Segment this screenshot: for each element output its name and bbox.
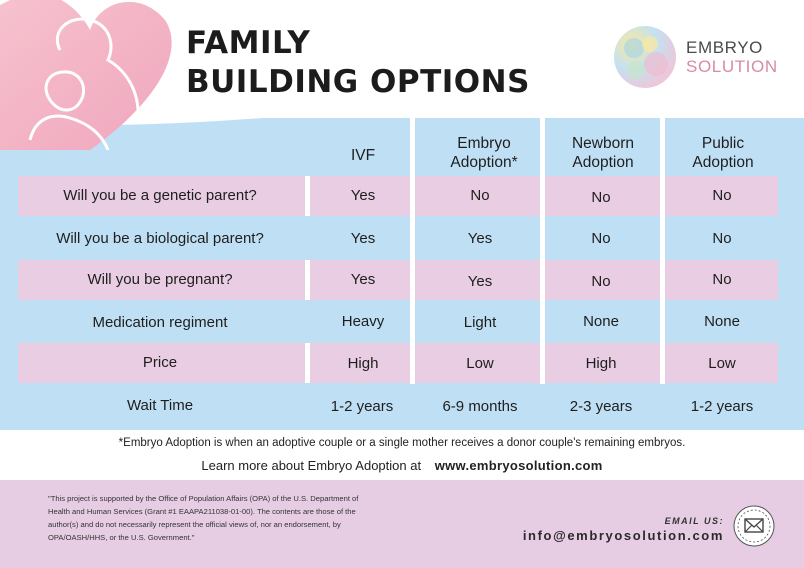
title-line-2: BUILDING OPTIONS [186,64,530,100]
cell-ivf: Yes [350,187,376,204]
website-link[interactable]: www.embryosolution.com [434,458,603,473]
cell-newborn-adoption: No [591,230,611,247]
cell-ivf: Heavy [341,313,385,330]
brand-logo-text: EMBRYO SOLUTION [686,38,778,76]
row-question-medication-regiment: Medication regiment [92,314,228,331]
column-header-ivf: IVF [350,147,376,164]
cell-public-adoption: None [704,313,740,330]
cell-public-adoption: 1-2 years [690,398,754,415]
cell-ivf: Yes [350,230,376,247]
footer [0,480,804,568]
cell-ivf: High [347,355,379,372]
cell-embryo-adoption: Yes [467,230,493,247]
cell-embryo-adoption: Yes [467,273,493,290]
title-line-1: FAMILY [186,25,311,61]
cell-embryo-adoption: Low [466,355,494,372]
heart-mother-child-icon [0,0,172,150]
email-link[interactable]: info@embryosolution.com [522,528,724,543]
page-title: FAMILY BUILDING OPTIONS [186,24,530,102]
row-stripe [18,176,778,216]
funding-disclaimer: "This project is supported by the Office… [48,494,359,542]
header-wave [0,0,804,126]
footnote: *Embryo Adoption is when an adoptive cou… [118,437,686,449]
learn-more: Learn more about Embryo Adoption at www.… [0,458,804,473]
cell-public-adoption: No [712,187,732,204]
row-stripe [18,343,778,383]
row-stripe [18,260,778,300]
cell-embryo-adoption: Light [463,314,497,331]
row-question-biological-parent: Will you be a biological parent? [56,230,264,247]
column-header-embryo-adoption: Embryo Adoption* [450,135,518,171]
row-question-pregnant: Will you be pregnant? [87,271,233,288]
cell-public-adoption: Low [708,355,736,372]
logo-line-2: SOLUTION [686,57,778,76]
learn-more-text: Learn more about Embryo Adoption at [201,458,422,473]
cell-embryo-adoption: 6-9 months [442,398,518,415]
envelope-icon [733,505,775,547]
cell-newborn-adoption: No [591,273,611,290]
cell-newborn-adoption: 2-3 years [569,398,633,415]
cell-ivf: 1-2 years [330,398,394,415]
column-divider [660,112,665,384]
embryo-logo-icon [614,26,676,88]
row-question-price: Price [142,354,178,371]
cell-public-adoption: No [712,230,732,247]
column-header-public-adoption: Public Adoption [692,135,754,171]
row-divider [305,176,310,216]
column-header-newborn-adoption: Newborn Adoption [571,135,635,171]
row-divider [305,343,310,383]
column-divider [410,112,415,384]
logo-line-1: EMBRYO [686,38,763,57]
column-divider [540,112,545,384]
cell-newborn-adoption: High [585,355,617,372]
cell-ivf: Yes [350,271,376,288]
cell-newborn-adoption: No [591,189,611,206]
email-label: EMAIL US: [664,516,724,526]
cell-newborn-adoption: None [583,313,619,330]
row-question-genetic-parent: Will you be a genetic parent? [63,187,257,204]
cell-embryo-adoption: No [470,187,490,204]
cell-public-adoption: No [712,271,732,288]
row-divider [305,260,310,300]
row-question-wait-time: Wait Time [126,397,194,414]
